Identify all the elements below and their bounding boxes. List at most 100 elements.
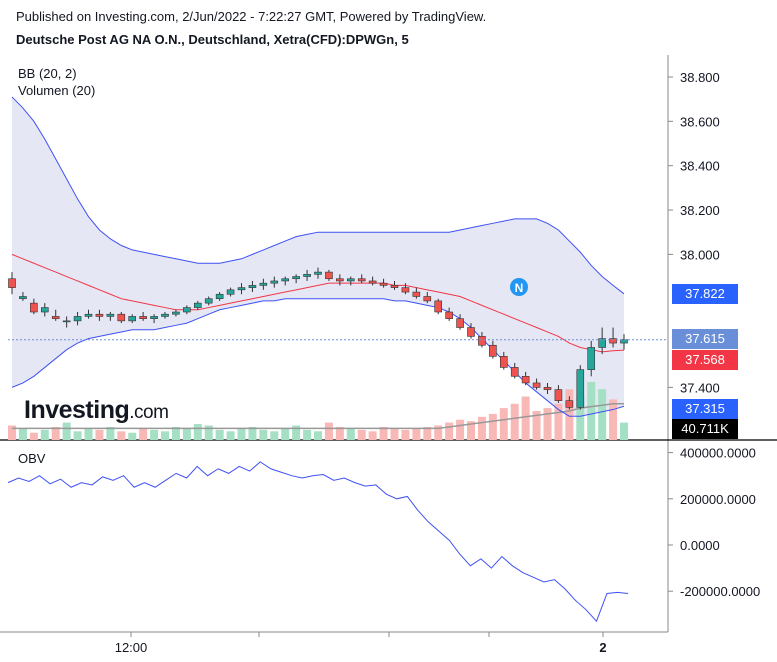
candle-down	[445, 311, 453, 319]
candle-up	[281, 278, 290, 282]
news-marker-icon	[510, 278, 528, 296]
volume-bar	[620, 422, 628, 440]
candle-down	[95, 313, 104, 317]
candle-down	[401, 287, 410, 293]
volume-bar	[357, 429, 366, 440]
volume-bar	[128, 432, 137, 440]
bb-upper-price-label: 37.822	[672, 284, 738, 304]
volume-bar	[390, 428, 399, 440]
time-axis-label: 12:00	[115, 640, 148, 655]
candle-down	[423, 296, 432, 302]
volume-bar	[499, 408, 508, 440]
volume-bar	[488, 413, 497, 440]
bb-lower-price-label: 37.315	[672, 399, 738, 419]
price-axis-label: 38.200	[680, 203, 720, 218]
candle-down	[336, 278, 344, 282]
candle-down	[412, 291, 421, 297]
candle-up	[172, 311, 180, 315]
candle-down	[357, 278, 366, 282]
candle-up	[215, 293, 224, 299]
volume-bar	[434, 425, 443, 440]
volume-bar	[18, 428, 27, 440]
obv-axis-label: 200000.0000	[680, 492, 756, 507]
obv-axis-label: 0.0000	[680, 538, 720, 553]
volume-bar	[237, 428, 246, 440]
candle-down	[368, 280, 377, 284]
candle-up	[303, 274, 311, 277]
volume-bar	[314, 431, 322, 440]
volume-bar	[62, 422, 71, 440]
volume-bar	[84, 428, 93, 440]
candle-down	[510, 367, 519, 377]
logo-brand: Investing	[24, 396, 130, 424]
obv-axis-label: 400000.0000	[680, 446, 756, 461]
volume-value-label: 40.711K	[672, 419, 738, 439]
candle-down	[609, 338, 617, 344]
volume-bar	[204, 425, 213, 440]
volume-bar	[346, 428, 355, 440]
volume-bar	[171, 426, 180, 440]
obv-indicator-label[interactable]: OBV	[18, 451, 46, 466]
volume-bar	[29, 432, 38, 440]
candle-down	[554, 389, 563, 401]
volume-bar	[95, 429, 104, 440]
candle-up	[183, 307, 191, 313]
volume-bar	[8, 425, 16, 440]
price-axis-label: 37.400	[680, 380, 720, 395]
bb-middle-price-label: 37.568	[672, 350, 738, 370]
time-axis-label: 2	[599, 640, 606, 655]
candle-down	[565, 400, 574, 408]
candle-down	[543, 387, 552, 390]
chart-title: Deutsche Post AG NA O.N., Deutschland, X…	[16, 32, 409, 47]
volume-bar	[412, 428, 421, 440]
price-axis-label: 38.600	[680, 114, 720, 129]
candle-up	[248, 285, 257, 288]
volume-bar	[510, 403, 519, 440]
volume-bar	[270, 431, 279, 440]
volume-bar	[139, 428, 148, 440]
last-price-label: 37.615	[672, 329, 738, 349]
volume-bar	[281, 428, 290, 440]
bb-band-fill	[12, 96, 624, 417]
candle-up	[237, 287, 246, 291]
volume-bar	[587, 382, 596, 440]
candle-down	[532, 382, 541, 388]
volume-bar	[477, 416, 486, 440]
volume-bar	[324, 422, 333, 440]
obv-axis-label: -200000.0000	[680, 584, 760, 599]
volume-bar	[368, 431, 377, 440]
candle-up	[314, 271, 322, 275]
candle-up	[40, 307, 49, 313]
volume-bar	[248, 426, 257, 440]
volume-bar	[423, 426, 432, 440]
logo-suffix: .com	[129, 402, 169, 423]
candle-up	[128, 316, 137, 322]
candle-up	[226, 289, 235, 295]
candle-down	[456, 318, 464, 328]
bb-indicator-label[interactable]: BB (20, 2)	[18, 66, 77, 81]
volume-bar	[303, 429, 312, 440]
volume-indicator-label[interactable]: Volumen (20)	[18, 83, 96, 98]
volume-bar	[150, 429, 159, 440]
candle-down	[30, 302, 38, 313]
candle-up	[161, 313, 169, 317]
volume-bar	[51, 426, 60, 440]
volume-bar	[226, 431, 235, 440]
candle-up	[193, 302, 202, 308]
volume-bar	[379, 426, 388, 440]
volume-bar	[73, 431, 82, 440]
candle-up	[73, 316, 82, 322]
volume-bar	[401, 429, 410, 440]
volume-bar	[292, 425, 301, 440]
candle-down	[489, 344, 497, 357]
volume-bar	[445, 422, 454, 440]
volume-bar	[456, 419, 465, 440]
candle-up	[259, 282, 268, 286]
volume-bar	[598, 389, 607, 440]
volume-bar	[554, 403, 563, 440]
volume-bar	[565, 389, 574, 440]
investing-logo: Investing.com	[24, 396, 169, 425]
candle-up	[346, 278, 355, 282]
news-marker-letter: N	[515, 281, 524, 295]
